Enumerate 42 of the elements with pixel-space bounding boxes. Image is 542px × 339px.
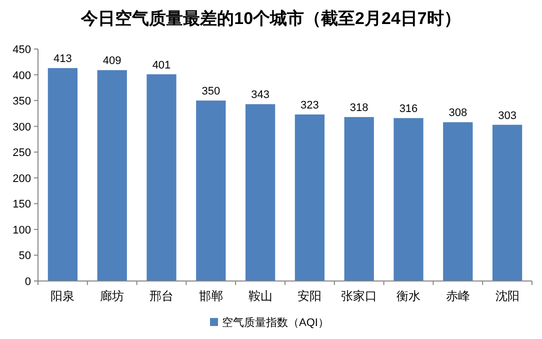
y-tick-label: 150 [12,198,31,211]
bar [294,114,325,281]
bar [344,117,374,281]
y-tick-label: 350 [12,96,31,108]
x-tick-label: 安阳 [298,289,322,303]
x-tick-label: 廊坊 [100,289,124,303]
bar [492,124,522,281]
y-tick-label: 50 [18,250,31,262]
bar [48,68,78,281]
y-tick-label: 250 [12,147,31,160]
bar [97,70,127,281]
bar [196,100,226,281]
y-tick-label: 200 [12,172,31,185]
bar [146,74,176,281]
bar [245,104,276,281]
y-tick-label: 100 [12,224,31,236]
x-tick-label: 阳泉 [50,289,75,303]
data-label: 303 [498,110,516,122]
y-tick-label: 0 [24,276,31,288]
y-tick-label: 450 [12,44,31,56]
y-tick-label: 400 [12,70,31,82]
x-tick-label: 沈阳 [495,289,520,303]
bar [443,122,473,281]
x-tick-label: 鞍山 [248,289,272,303]
x-tick-label: 邢台 [150,289,174,303]
x-tick-label: 赤峰 [446,289,470,303]
data-label: 350 [202,86,220,98]
data-label: 413 [54,53,72,66]
x-tick-label: 邯郸 [198,289,223,303]
data-label: 316 [399,103,418,116]
data-label: 318 [350,102,368,114]
data-label: 308 [448,107,468,120]
data-label: 409 [102,55,122,68]
y-tick-label: 300 [12,121,31,134]
x-tick-label: 张家口 [341,289,378,303]
data-label: 323 [300,99,319,112]
legend-label: 空气质量指数（AQI） [222,316,329,329]
data-label: 401 [152,59,171,72]
data-label: 343 [251,89,270,102]
bar [394,118,424,281]
x-tick-label: 衡水 [396,289,420,303]
chart-title: 今日空气质量最差的10个城市（截至2月24日7时） [80,9,461,28]
